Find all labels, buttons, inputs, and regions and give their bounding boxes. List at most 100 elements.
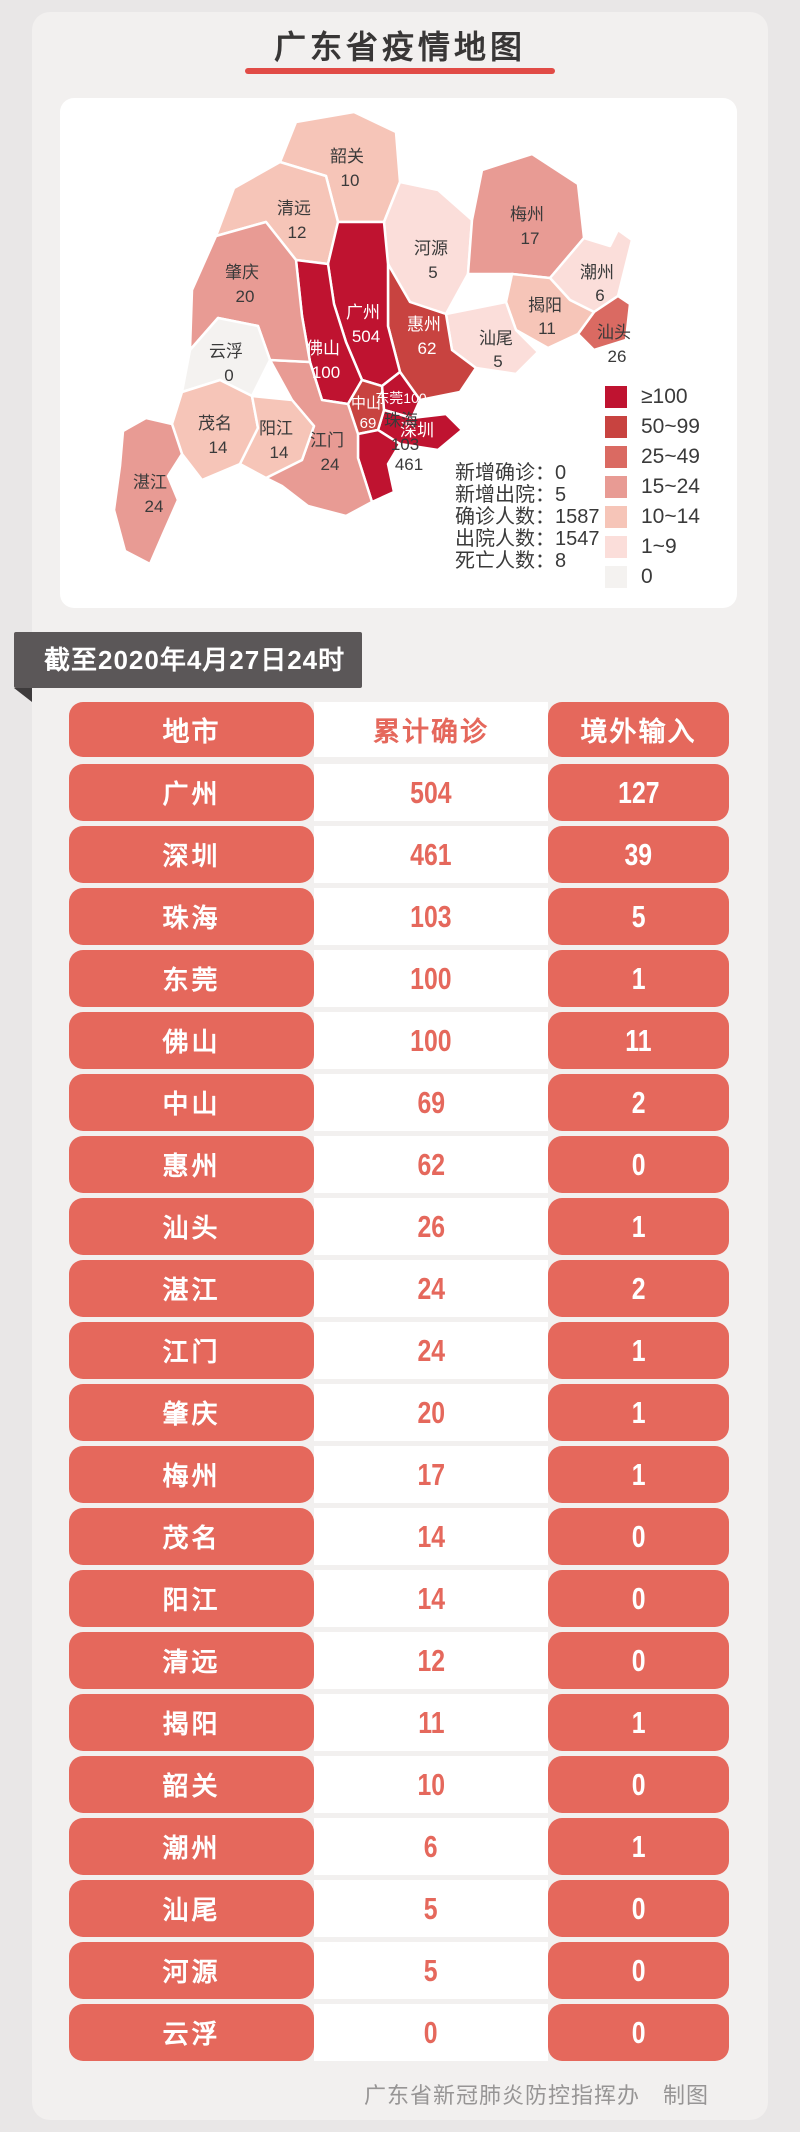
table-row: 惠州 62 0 — [69, 1136, 729, 1193]
confirmed-cell: 100 — [314, 1012, 548, 1069]
confirmed-value: 461 — [410, 836, 452, 872]
confirmed-cell: 11 — [314, 1694, 548, 1751]
confirmed-cell: 14 — [314, 1570, 548, 1627]
imported-cell: 0 — [548, 2004, 729, 2061]
imported-cell: 2 — [548, 1260, 729, 1317]
map-value-zhongshan: 69 — [360, 415, 377, 432]
imported-value: 0 — [631, 1146, 646, 1182]
confirmed-value: 14 — [417, 1580, 445, 1616]
table-row: 阳江 14 0 — [69, 1570, 729, 1627]
map-label-zhongshan: 中山 — [351, 395, 381, 412]
confirmed-cell: 10 — [314, 1756, 548, 1813]
map-label-qingyuan: 清远 — [277, 199, 311, 218]
table-row: 汕头 26 1 — [69, 1198, 729, 1255]
confirmed-value: 12 — [417, 1642, 445, 1678]
table-row: 佛山 100 11 — [69, 1012, 729, 1069]
title-underline — [245, 68, 555, 74]
confirmed-cell: 461 — [314, 826, 548, 883]
map-label-dongguan: 东莞100 — [375, 390, 427, 406]
legend-item: 1~9 — [605, 535, 700, 558]
confirmed-cell: 26 — [314, 1198, 548, 1255]
table-row: 湛江 24 2 — [69, 1260, 729, 1317]
table-row: 云浮 0 0 — [69, 2004, 729, 2061]
imported-cell: 1 — [548, 950, 729, 1007]
legend-label: 50~99 — [641, 415, 700, 438]
confirmed-cell: 6 — [314, 1818, 548, 1875]
table-row: 揭阳 11 1 — [69, 1694, 729, 1751]
legend-label: 10~14 — [641, 505, 700, 528]
table-header-row: 地市 累计确诊 境外输入 — [69, 702, 729, 757]
legend-swatch — [605, 416, 627, 438]
map-region-yangjiang — [238, 394, 316, 480]
imported-cell: 0 — [548, 1508, 729, 1565]
confirmed-cell: 24 — [314, 1322, 548, 1379]
city-cell: 广州 — [69, 764, 314, 821]
imported-cell: 39 — [548, 826, 729, 883]
imported-cell: 11 — [548, 1012, 729, 1069]
confirmed-value: 26 — [417, 1208, 445, 1244]
imported-cell: 1 — [548, 1818, 729, 1875]
map-value-yangjiang: 14 — [270, 443, 289, 462]
imported-value: 2 — [631, 1270, 646, 1306]
map-label-jieyang: 揭阳 — [528, 296, 562, 315]
confirmed-value: 69 — [417, 1084, 445, 1120]
map-value-huizhou: 62 — [418, 339, 437, 358]
stat-line: 死亡人数：8 — [455, 550, 567, 572]
map-label-jiangmen: 江门 — [310, 431, 344, 450]
stat-line: 新增出院：5 — [455, 484, 567, 506]
map-card: 韶关 10 清远 12 河源 5 梅州 17 潮州 6 汕头 26 揭阳 11 汕尾 5 惠州 62 广州 504 东莞… — [60, 98, 737, 608]
map-value-shantou: 26 — [608, 347, 627, 366]
imported-value: 1 — [631, 1332, 646, 1368]
legend-swatch — [605, 386, 627, 408]
confirmed-cell: 5 — [314, 1942, 548, 1999]
map-value-zhanjiang: 24 — [145, 497, 164, 516]
city-cell: 肇庆 — [69, 1384, 314, 1441]
map-label-meizhou: 梅州 — [510, 205, 544, 224]
table-row: 东莞 100 1 — [69, 950, 729, 1007]
confirmed-value: 10 — [417, 1766, 445, 1802]
imported-value: 1 — [631, 1828, 646, 1864]
legend-label: 15~24 — [641, 475, 700, 498]
map-value-maoming: 14 — [209, 438, 228, 457]
main-card: 广东省疫情地图 韶关 10 清远 12 河源 5 梅州 17 潮州 6 汕头 26 揭阳 11 汕尾 5 惠州 6… — [14, 12, 768, 2120]
city-cell: 江门 — [69, 1322, 314, 1379]
imported-cell: 1 — [548, 1694, 729, 1751]
imported-cell: 1 — [548, 1446, 729, 1503]
imported-value: 0 — [631, 2014, 646, 2050]
confirmed-cell: 100 — [314, 950, 548, 1007]
imported-value: 0 — [631, 1642, 646, 1678]
map-value-zhaoqing: 20 — [236, 287, 255, 306]
city-cell: 中山 — [69, 1074, 314, 1131]
city-cell: 东莞 — [69, 950, 314, 1007]
imported-value: 127 — [617, 774, 660, 810]
confirmed-cell: 62 — [314, 1136, 548, 1193]
city-cell: 汕头 — [69, 1198, 314, 1255]
legend-swatch — [605, 476, 627, 498]
imported-value: 0 — [631, 1952, 646, 1988]
imported-value: 1 — [631, 1394, 646, 1430]
confirmed-value: 6 — [424, 1828, 438, 1864]
imported-cell: 0 — [548, 1136, 729, 1193]
confirmed-value: 5 — [424, 1890, 438, 1926]
legend-item: ≥100 — [605, 385, 700, 408]
imported-cell: 5 — [548, 888, 729, 945]
confirmed-cell: 0 — [314, 2004, 548, 2061]
confirmed-value: 17 — [417, 1456, 445, 1492]
city-cell: 揭阳 — [69, 1694, 314, 1751]
confirmed-cell: 24 — [314, 1260, 548, 1317]
header-imported: 境外输入 — [548, 702, 729, 757]
confirmed-value: 100 — [410, 960, 452, 996]
map-label-shantou: 汕头 — [597, 323, 631, 342]
confirmed-value: 103 — [410, 898, 452, 934]
confirmed-cell: 504 — [314, 764, 548, 821]
table-row: 清远 12 0 — [69, 1632, 729, 1689]
city-table: 地市 累计确诊 境外输入 广州 504 127 深圳 461 39 珠海 103 5 东莞 100 1… — [69, 702, 729, 2066]
confirmed-cell: 14 — [314, 1508, 548, 1565]
confirmed-cell: 12 — [314, 1632, 548, 1689]
legend-label: 1~9 — [641, 535, 677, 558]
map-label-zhuhai: 珠海 — [384, 411, 418, 430]
city-cell: 河源 — [69, 1942, 314, 1999]
confirmed-value: 11 — [417, 1704, 445, 1740]
map-value-qingyuan: 12 — [288, 223, 307, 242]
header-confirmed: 累计确诊 — [314, 702, 548, 757]
